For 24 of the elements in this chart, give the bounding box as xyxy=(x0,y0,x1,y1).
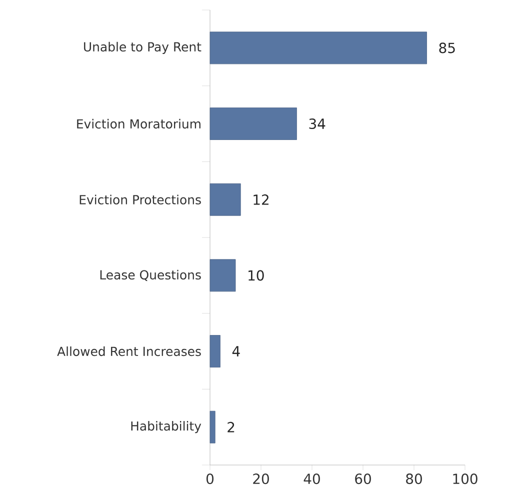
y-tick-label: Unable to Pay Rent xyxy=(84,42,202,54)
bar xyxy=(210,108,297,140)
bar xyxy=(210,32,427,64)
y-tick-label: Eviction Protections xyxy=(80,194,201,204)
y-tick-label: Lease Questions xyxy=(100,270,201,281)
data-label: 12 xyxy=(254,194,268,205)
x-tick-label: 60 xyxy=(355,474,371,484)
data-label: 85 xyxy=(439,42,455,54)
y-tick-label: Habitability xyxy=(131,421,202,434)
x-tick-label: 0 xyxy=(206,474,214,484)
x-tick-label: 40 xyxy=(304,474,320,484)
x-tick-label: 20 xyxy=(253,474,269,484)
x-tick-label: 80 xyxy=(406,474,422,484)
data-label: 4 xyxy=(232,346,240,356)
bar xyxy=(210,259,236,292)
x-tick-label: 100 xyxy=(453,474,478,484)
data-label: 2 xyxy=(228,422,234,432)
bar xyxy=(210,335,220,368)
y-tick-label: Eviction Moratorium xyxy=(77,118,200,129)
y-tick-label: Allowed Rent Increases xyxy=(57,346,201,356)
data-label: 10 xyxy=(248,270,264,281)
data-label: 34 xyxy=(309,118,326,130)
bar xyxy=(210,410,216,444)
bar xyxy=(210,183,241,216)
